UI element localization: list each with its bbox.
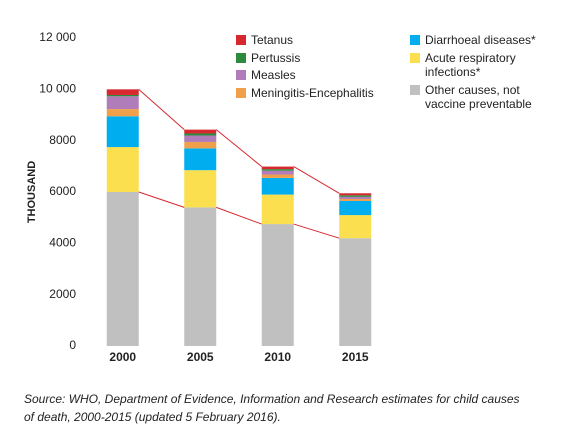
y-tick-label: 8000 [49, 133, 76, 147]
legend-label: Measles [251, 68, 296, 82]
bar-segment [184, 141, 217, 149]
legend-swatch [236, 70, 246, 80]
y-tick-label: 6000 [49, 184, 76, 198]
y-tick-label: 2000 [49, 287, 76, 301]
bar-segment [261, 177, 294, 195]
connector-line [215, 129, 263, 167]
y-axis-label: THOUSAND [26, 161, 38, 223]
bar-segment [339, 195, 372, 197]
legend-label: Acute respiratory infections* [425, 51, 516, 79]
x-tick-label: 2015 [342, 350, 369, 364]
legend-swatch [410, 35, 420, 45]
legend-label: Other causes, not vaccine preventable [425, 83, 532, 111]
connector-line [293, 166, 340, 194]
bar-segment [106, 94, 139, 97]
bar-segment [184, 133, 217, 136]
bar-segment [184, 135, 217, 142]
legend-label: Tetanus [251, 33, 294, 47]
bar-segment [184, 207, 217, 346]
bar-segment [106, 192, 139, 346]
bar-segment [339, 196, 372, 199]
legend-swatch [236, 35, 246, 45]
legend-swatch [236, 53, 246, 63]
y-tick-label: 12 000 [39, 30, 76, 44]
legend-label: Pertussis [251, 51, 301, 65]
bar-segment [184, 170, 217, 208]
bar-segment [106, 109, 139, 117]
bar-segment [106, 116, 139, 148]
bar-segment [261, 169, 294, 171]
bar-segment [339, 215, 372, 239]
bar-segment [339, 238, 372, 346]
legend-swatch [410, 53, 420, 63]
x-tick-label: 2000 [109, 350, 136, 364]
legend-label: Diarrhoeal diseases* [425, 33, 536, 47]
bar-segment [106, 147, 139, 192]
source-note: Source: WHO, Department of Evidence, Inf… [24, 392, 520, 424]
bar-segment [261, 224, 294, 346]
bar-segment [184, 129, 217, 134]
x-tick-label: 2005 [187, 350, 214, 364]
bar-segment [261, 166, 294, 170]
bar-segment [261, 174, 294, 178]
bar-segment [184, 148, 217, 171]
bar-segment [106, 96, 139, 110]
connector-line [138, 88, 185, 131]
connector-line [216, 206, 262, 225]
y-tick-label: 10 000 [39, 82, 76, 96]
legend-swatch [236, 88, 246, 98]
connector-line [138, 191, 185, 208]
bar-segment [261, 194, 294, 225]
bar-segment [339, 200, 372, 216]
bar-segment [261, 170, 294, 175]
y-tick-label: 4000 [49, 236, 76, 250]
legend-label: Meningitis-Encephalitis [251, 86, 374, 100]
bar-segment [339, 198, 372, 201]
y-tick-label: 0 [69, 338, 76, 352]
bar-segment [339, 193, 372, 196]
connector-line [293, 223, 340, 239]
legend-swatch [410, 85, 420, 95]
bar-segment [106, 89, 139, 95]
x-tick-label: 2010 [264, 350, 291, 364]
